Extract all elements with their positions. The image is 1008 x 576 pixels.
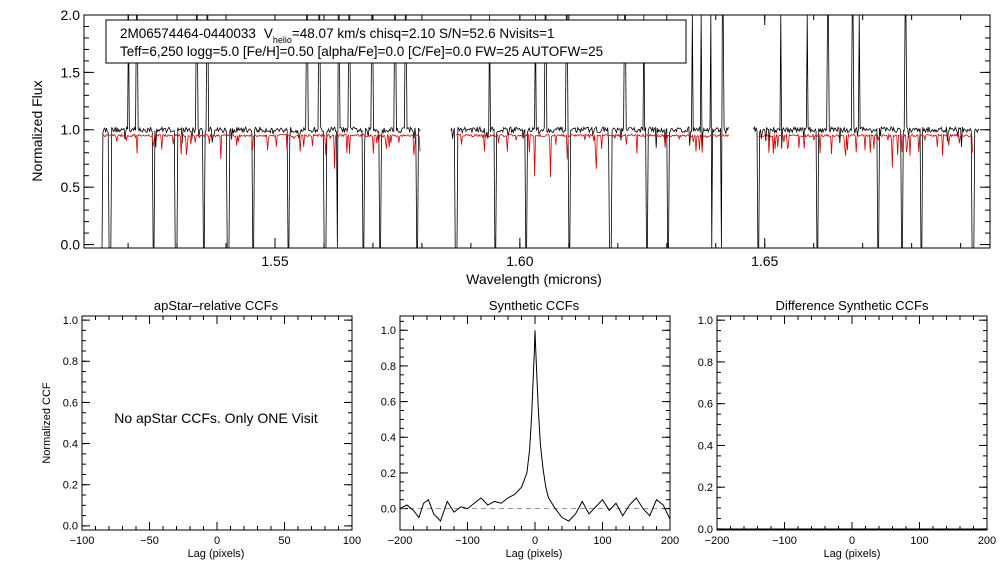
header-box bbox=[105, 19, 687, 64]
spectrum-x-tick-label: 1.60 bbox=[506, 253, 533, 269]
spectrum-model-line bbox=[103, 132, 973, 178]
ccf-synthetic-series bbox=[399, 330, 671, 523]
spectrum-model-segment bbox=[456, 133, 729, 178]
ccf-difference-x-tick-label: 0 bbox=[849, 535, 855, 547]
ccf-apstar-ticks: −100 −50 0 50 100 0.0 0.2 0.4 0.6 0.8 1.0 bbox=[63, 315, 361, 547]
header-vhelio-sub: helio bbox=[273, 35, 292, 45]
ccf-synthetic-x-tick-label: −200 bbox=[388, 535, 413, 547]
ccf-apstar-x-axis-label: Lag (pixels) bbox=[188, 548, 245, 560]
ccf-panel-synthetic: Synthetic CCFs −200 −100 0 100 200 0.0 0.2 0.4 0… bbox=[381, 298, 679, 560]
spectrum-axes-frame bbox=[83, 14, 991, 249]
ccf-apstar-y-tick-label: 0.0 bbox=[63, 521, 78, 533]
ccf-difference-y-tick-label: 0.4 bbox=[698, 440, 713, 452]
ccf-synthetic-x-tick-label: 0 bbox=[532, 535, 538, 547]
spectrum-panel: 1.55 1.60 1.65 0.0 0.5 1.0 1.5 2.0 2M06574464-0… bbox=[29, 7, 991, 287]
header-vhelio-rest: =48.07 km/s chisq=2.10 S/N=52.6 Nvisits=… bbox=[292, 26, 555, 41]
ccf-difference-y-tick-label: 0.6 bbox=[698, 399, 713, 411]
ccf-apstar-y-tick-label: 0.2 bbox=[63, 480, 78, 492]
ccf-synthetic-y-tick-label: 0.2 bbox=[381, 468, 396, 480]
ccf-apstar-x-tick-label: −50 bbox=[140, 535, 159, 547]
spectrum-y-tick-label: 0.0 bbox=[61, 236, 81, 252]
ccf-difference-y-tick-label: 1.0 bbox=[698, 315, 713, 327]
ccf-difference-y-tick-label: 0.8 bbox=[698, 357, 713, 369]
ccf-apstar-y-tick-label: 1.0 bbox=[63, 315, 78, 327]
ccf-synthetic-y-tick-label: 1.0 bbox=[381, 325, 396, 337]
no-ccf-note: No apStar CCFs. Only ONE Visit bbox=[114, 410, 318, 426]
spectrum-x-tick-label: 1.65 bbox=[751, 253, 778, 269]
ccf-apstar-title: apStar–relative CCFs bbox=[154, 298, 279, 313]
ccf-synthetic-x-tick-label: 200 bbox=[661, 535, 679, 547]
ccf-apstar-y-tick-label: 0.8 bbox=[63, 356, 78, 368]
ccf-synthetic-axes-frame bbox=[399, 315, 671, 531]
ccf-synthetic-title: Synthetic CCFs bbox=[489, 298, 580, 313]
ccf-difference-axes-frame bbox=[716, 315, 988, 531]
header-star-id: 2M06574464-0440033 bbox=[120, 26, 256, 41]
ccf-panel-apstar: apStar–relative CCFs −100 −50 0 50 100 0.0 0.2… bbox=[41, 298, 361, 560]
spectrum-y-tick-label: 0.5 bbox=[61, 179, 81, 195]
spectrum-y-axis-label: Normalized Flux bbox=[29, 80, 45, 181]
spectrum-observed-segment bbox=[450, 14, 729, 249]
ccf-synthetic-x-axis-label: Lag (pixels) bbox=[506, 548, 563, 560]
ccf-apstar-x-tick-label: 100 bbox=[343, 535, 361, 547]
ccf-apstar-y-axis-label: Normalized CCF bbox=[41, 382, 53, 464]
spectrum-y-tick-label: 1.5 bbox=[61, 64, 81, 80]
ccf-difference-x-tick-label: 100 bbox=[910, 535, 928, 547]
ccf-synthetic-ticks: −200 −100 0 100 200 0.0 0.2 0.4 0.6 0.8 1.0 bbox=[381, 316, 679, 547]
header-line-2: Teff=6,250 logg=5.0 [Fe/H]=0.50 [alpha/F… bbox=[120, 44, 603, 59]
header-vhelio-prefix: V bbox=[264, 26, 273, 41]
ccf-apstar-x-tick-label: 50 bbox=[278, 535, 290, 547]
ccf-apstar-y-tick-label: 0.4 bbox=[63, 438, 78, 450]
spectrum-observed-segment bbox=[101, 14, 421, 249]
spectrum-observed-segment bbox=[753, 14, 980, 249]
spectrum-ticks: 1.55 1.60 1.65 0.0 0.5 1.0 1.5 2.0 bbox=[61, 7, 990, 269]
spectrum-model-segment bbox=[758, 132, 973, 168]
spectrum-x-axis-label: Wavelength (microns) bbox=[466, 271, 602, 287]
ccf-apstar-x-tick-label: −100 bbox=[70, 535, 95, 547]
spectrum-observed-line bbox=[101, 14, 980, 249]
ccf-synthetic-x-tick-label: −100 bbox=[455, 535, 480, 547]
ccf-difference-ticks: −200 −100 0 100 200 0.0 0.2 0.4 0.6 0.8 1.0 bbox=[698, 315, 996, 547]
ccf-synthetic-y-tick-label: 0.4 bbox=[381, 432, 396, 444]
ccf-panel-difference: Difference Synthetic CCFs −200 −100 0 100 20… bbox=[698, 298, 996, 560]
spectrum-y-tick-label: 2.0 bbox=[61, 7, 81, 23]
header-line-1: 2M06574464-0440033 Vhelio=48.07 km/s chis… bbox=[120, 26, 555, 45]
ccf-synthetic-y-tick-label: 0.8 bbox=[381, 361, 396, 373]
ccf-difference-y-tick-label: 0.0 bbox=[698, 524, 713, 536]
ccf-difference-x-tick-label: −200 bbox=[705, 535, 730, 547]
ccf-difference-x-tick-label: −100 bbox=[772, 535, 797, 547]
spectrum-model-segment bbox=[103, 133, 421, 169]
spectrum-y-tick-label: 1.0 bbox=[61, 122, 81, 138]
ccf-synthetic-y-tick-label: 0.0 bbox=[381, 503, 396, 515]
spectrum-x-tick-label: 1.55 bbox=[261, 253, 288, 269]
ccf-difference-title: Difference Synthetic CCFs bbox=[776, 298, 929, 313]
ccf-synthetic-x-tick-label: 100 bbox=[593, 535, 611, 547]
ccf-difference-y-tick-label: 0.2 bbox=[698, 482, 713, 494]
ccf-apstar-x-tick-label: 0 bbox=[214, 535, 220, 547]
ccf-synthetic-series-line bbox=[399, 330, 671, 523]
ccf-synthetic-y-tick-label: 0.6 bbox=[381, 396, 396, 408]
ccf-apstar-y-tick-label: 0.6 bbox=[63, 397, 78, 409]
ccf-difference-x-tick-label: 200 bbox=[978, 535, 996, 547]
ccf-difference-x-axis-label: Lag (pixels) bbox=[824, 548, 881, 560]
